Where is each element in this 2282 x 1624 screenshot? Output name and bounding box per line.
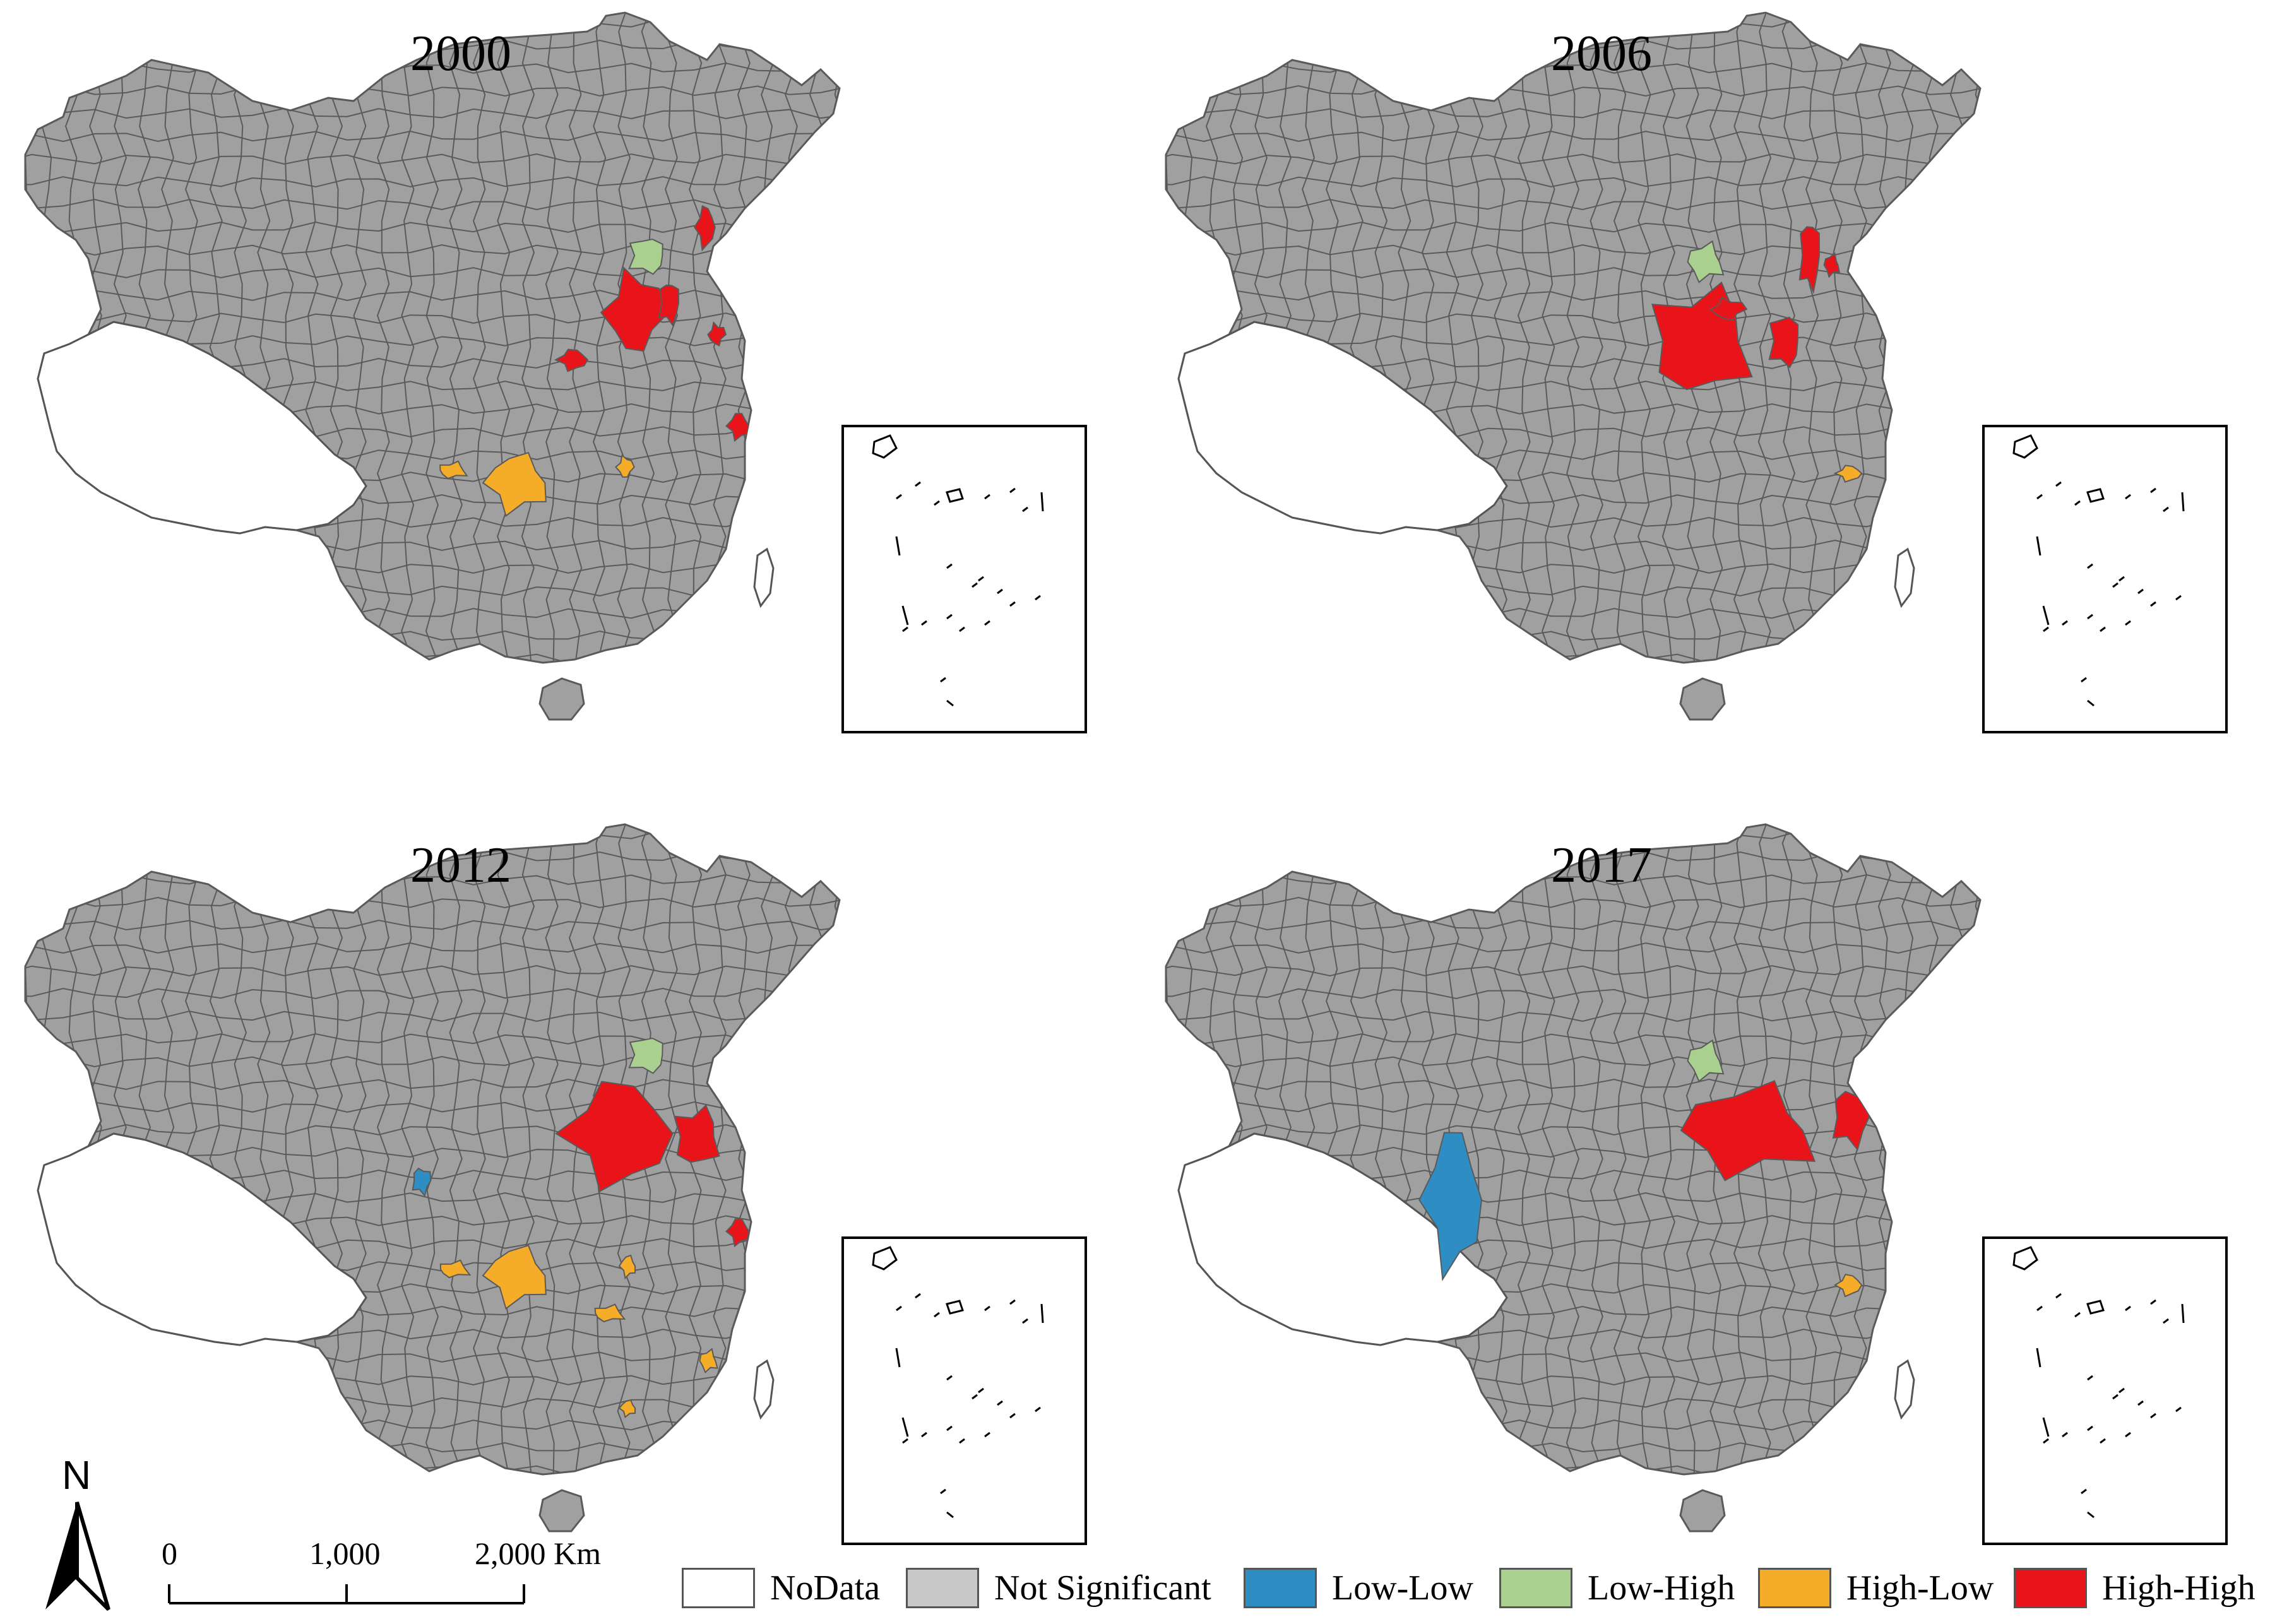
region-hl [482,451,547,517]
region-hl [482,1244,547,1310]
region-hainan [538,677,585,721]
region-hl [614,454,635,478]
legend-label: Not Significant [994,1568,1211,1608]
legend-swatch [1758,1568,1831,1608]
region-hh [1823,252,1841,278]
region-hh [1798,226,1821,294]
region-hl [439,1259,472,1279]
map-panel-2012: 2012 [0,812,1141,1623]
legend-swatch [682,1568,755,1608]
region-hh [1680,1080,1816,1182]
scale-label-2000: 2,000 Km [475,1536,601,1571]
region-hl [1910,1253,1930,1277]
region-hh [1894,411,1917,442]
map-panel-2006: 2006 [1141,0,2281,812]
panel-year-title: 2006 [1551,26,1652,81]
panel-year-title: 2012 [410,838,511,893]
region-taiwan [1894,1359,1915,1420]
region-nodata [37,1132,367,1346]
region-hh [725,1218,750,1248]
scale-label-0: 0 [162,1536,177,1571]
region-lh [1687,240,1725,283]
region-hl [618,1399,636,1419]
region-hl [1865,1420,1902,1449]
region-hl [1941,1380,1968,1416]
region-taiwan [753,1359,775,1420]
scale-label-1000: 1,000 [309,1536,381,1571]
north-label: N [62,1452,92,1498]
china-map [1165,823,2228,1545]
south-sea-inset [841,1236,1087,1545]
map-panel-2017: 2017 [1141,812,2281,1623]
region-hh [658,284,680,327]
north-arrow-icon [45,1502,110,1611]
region-hh [693,204,716,252]
legend-label: Low-Low [1332,1568,1473,1608]
legend-label: NoData [770,1568,881,1608]
region-ll [1418,1132,1483,1281]
region-hainan [538,1489,585,1532]
south-sea-inset [1982,425,2228,733]
region-hh [554,348,589,372]
region-lh [628,1037,663,1074]
region-hh [1889,1158,1915,1195]
legend-label: High-High [2102,1568,2255,1608]
region-nodata [37,321,367,535]
panel-year-title: 2017 [1551,838,1652,893]
legend-swatch [906,1568,979,1608]
region-hl [439,460,468,480]
region-taiwan [753,547,775,608]
region-hl [618,1254,636,1280]
region-hl [594,1303,626,1323]
region-hh [725,413,750,442]
region-hainan [1679,1489,1726,1532]
region-hh [1768,316,1799,369]
region-hl [1951,612,1980,641]
map-panel-2000: 2000 [0,0,1141,812]
china-map [24,823,1087,1545]
legend-label: Low-High [1588,1568,1735,1608]
legend-label: High-Low [1846,1568,1994,1608]
region-hh [1894,1217,1917,1254]
region-lh [628,238,663,275]
scale-bar: 0 1,000 2,000 Km [139,1534,707,1622]
panel-year-title: 2000 [410,26,511,81]
south-sea-inset [841,425,1087,733]
region-hainan [1679,677,1726,721]
legend-swatch [1499,1568,1572,1608]
north-arrow: N [39,1452,115,1616]
region-nodata [1177,321,1508,535]
legend-swatch [2014,1568,2087,1608]
region-hh [674,1104,720,1163]
south-sea-inset [1982,1236,2228,1545]
region-hh [600,266,670,352]
region-hl [1833,465,1863,483]
region-ll [412,1167,432,1197]
region-hl [1834,1274,1863,1298]
region-taiwan [1894,547,1915,608]
region-hl [1910,466,1930,490]
region-hl [1950,1354,1970,1378]
china-map [1165,11,2228,733]
region-hh [707,321,727,347]
legend-swatch [1244,1568,1317,1608]
region-hh [555,1081,674,1192]
region-lh [1687,1039,1725,1082]
region-hl [699,1348,718,1374]
china-map [24,11,1087,733]
region-nodata [1177,1132,1508,1346]
region-hh [1709,296,1748,321]
